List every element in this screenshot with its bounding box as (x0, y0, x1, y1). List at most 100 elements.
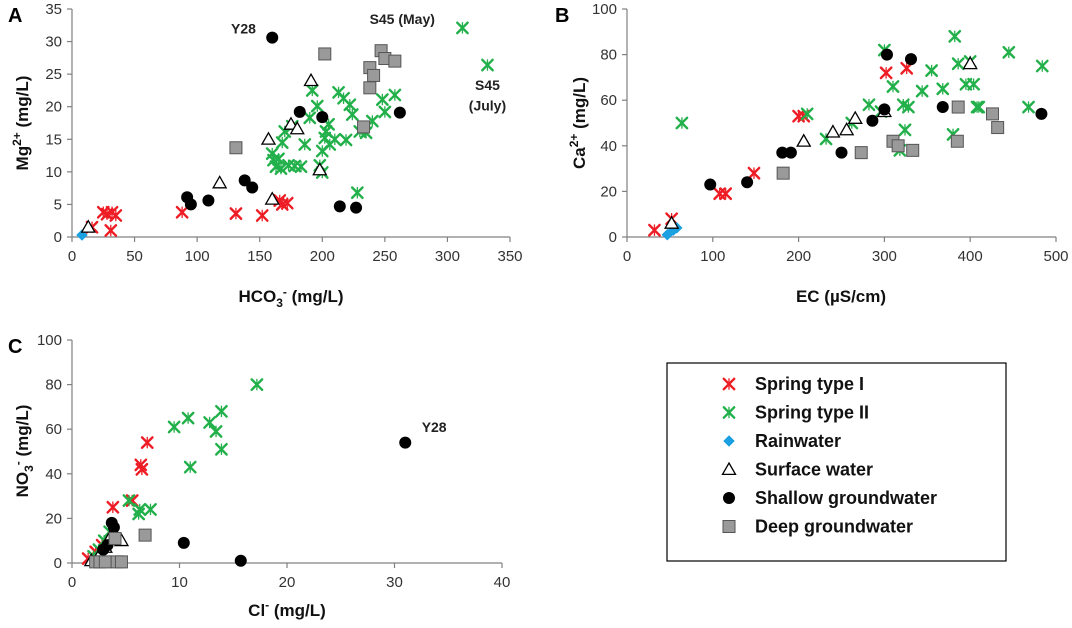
point-spring2 (328, 132, 342, 146)
annotation-label: Y28 (422, 419, 447, 435)
point-shallow (784, 146, 797, 159)
x-tick-label: 100 (700, 248, 725, 265)
point-shallow (1035, 107, 1048, 120)
point-deep (108, 531, 122, 545)
point-spring1 (140, 436, 154, 449)
point-spring1 (719, 187, 733, 201)
x-tick-label: 0 (68, 248, 76, 265)
point-shallow (333, 200, 346, 213)
point-shallow (399, 436, 412, 449)
y-tick-label: 60 (600, 92, 617, 109)
point-deep (891, 139, 905, 153)
point-deep (906, 143, 920, 157)
point-spring2 (1022, 100, 1035, 114)
point-spring2 (456, 21, 469, 35)
point-spring2 (936, 82, 950, 96)
point-spring1 (255, 209, 269, 222)
point-spring2 (310, 99, 324, 113)
panel-letter: A (8, 5, 22, 27)
x-tick-label: 100 (185, 248, 210, 265)
point-spring2 (902, 100, 915, 114)
point-spring1 (229, 207, 243, 220)
point-deep (367, 68, 381, 82)
point-deep (776, 166, 790, 180)
point-spring2 (675, 116, 689, 130)
legend-marker-deep (722, 520, 736, 533)
legend-label-shallow: Shallow groundwater (755, 488, 937, 508)
y-tick-label: 40 (600, 138, 617, 155)
y-axis-label: NO3- (mg/L) (11, 405, 36, 498)
x-tick-label: 10 (171, 574, 188, 591)
point-deep (951, 100, 965, 114)
point-spring2 (272, 152, 285, 166)
point-deep (388, 54, 402, 68)
point-spring2 (972, 100, 986, 114)
point-surface (839, 122, 855, 136)
y-tick-label: 20 (600, 183, 617, 200)
y-tick-label: 100 (37, 332, 62, 349)
point-spring2 (215, 442, 228, 456)
point-spring2 (183, 460, 197, 474)
point-spring2 (970, 100, 984, 114)
panel-a: A 0 50 100 150 200 250 300 350 0 5 10 15 20 25 30 35 HCO3… (8, 1, 523, 310)
point-spring2 (203, 416, 217, 429)
point-spring2 (1002, 45, 1016, 59)
legend-label-spring1: Spring type I (755, 374, 864, 394)
x-axis-label: EC (µS/cm) (796, 287, 886, 306)
point-spring2 (209, 425, 223, 438)
point-spring2 (345, 108, 359, 121)
point-shallow (177, 536, 190, 549)
x-tick-label: 40 (494, 574, 511, 591)
point-spring2 (122, 494, 136, 507)
point-surface (796, 133, 812, 147)
point-spring2 (925, 64, 938, 77)
legend-label-deep: Deep groundwater (755, 517, 913, 537)
y-tick-label: 0 (54, 555, 62, 572)
legend-label-spring2: Spring type II (755, 403, 869, 423)
point-surface (663, 215, 680, 229)
point-spring1 (648, 223, 661, 237)
point-spring2 (375, 93, 389, 106)
point-surface (962, 55, 978, 70)
point-shallow (393, 106, 406, 119)
point-spring2 (915, 84, 929, 98)
point-deep (229, 141, 243, 155)
point-deep (950, 134, 964, 148)
point-shallow (316, 111, 329, 124)
point-surface (825, 124, 841, 138)
legend-marker-surface (721, 461, 737, 476)
point-shallow (835, 146, 848, 159)
point-surface (264, 191, 280, 205)
y-tick-label: 35 (45, 1, 62, 18)
point-spring1 (175, 205, 189, 219)
point-deep (318, 47, 332, 61)
point-spring1 (747, 166, 761, 180)
point-spring2 (1035, 59, 1049, 73)
legend-label-surface: Surface water (755, 460, 873, 480)
point-deep (986, 107, 1000, 121)
series-surface (80, 72, 328, 233)
point-spring2 (167, 420, 181, 434)
legend-marker-spring2 (722, 406, 736, 419)
point-shallow (936, 101, 949, 114)
y-tick-label: 80 (45, 377, 62, 394)
point-shallow (107, 521, 120, 534)
y-tick-label: 25 (45, 66, 62, 83)
point-surface (303, 72, 319, 87)
x-tick-label: 30 (386, 574, 403, 591)
legend: Spring type I Spring type II Rainwater Surf… (666, 362, 1007, 562)
point-surface (260, 131, 277, 145)
series-deep (89, 528, 152, 569)
point-spring2 (144, 503, 157, 516)
point-spring2 (303, 111, 317, 125)
point-shallow (704, 178, 717, 191)
series-deep (229, 44, 402, 155)
y-tick-label: 0 (609, 229, 617, 246)
x-tick-label: 300 (872, 248, 897, 265)
point-shallow (866, 114, 879, 127)
y-tick-label: 60 (45, 421, 62, 438)
series-spring1 (85, 194, 294, 237)
point-spring2 (215, 404, 228, 418)
point-surface (80, 219, 96, 233)
y-tick-label: 5 (54, 196, 62, 213)
